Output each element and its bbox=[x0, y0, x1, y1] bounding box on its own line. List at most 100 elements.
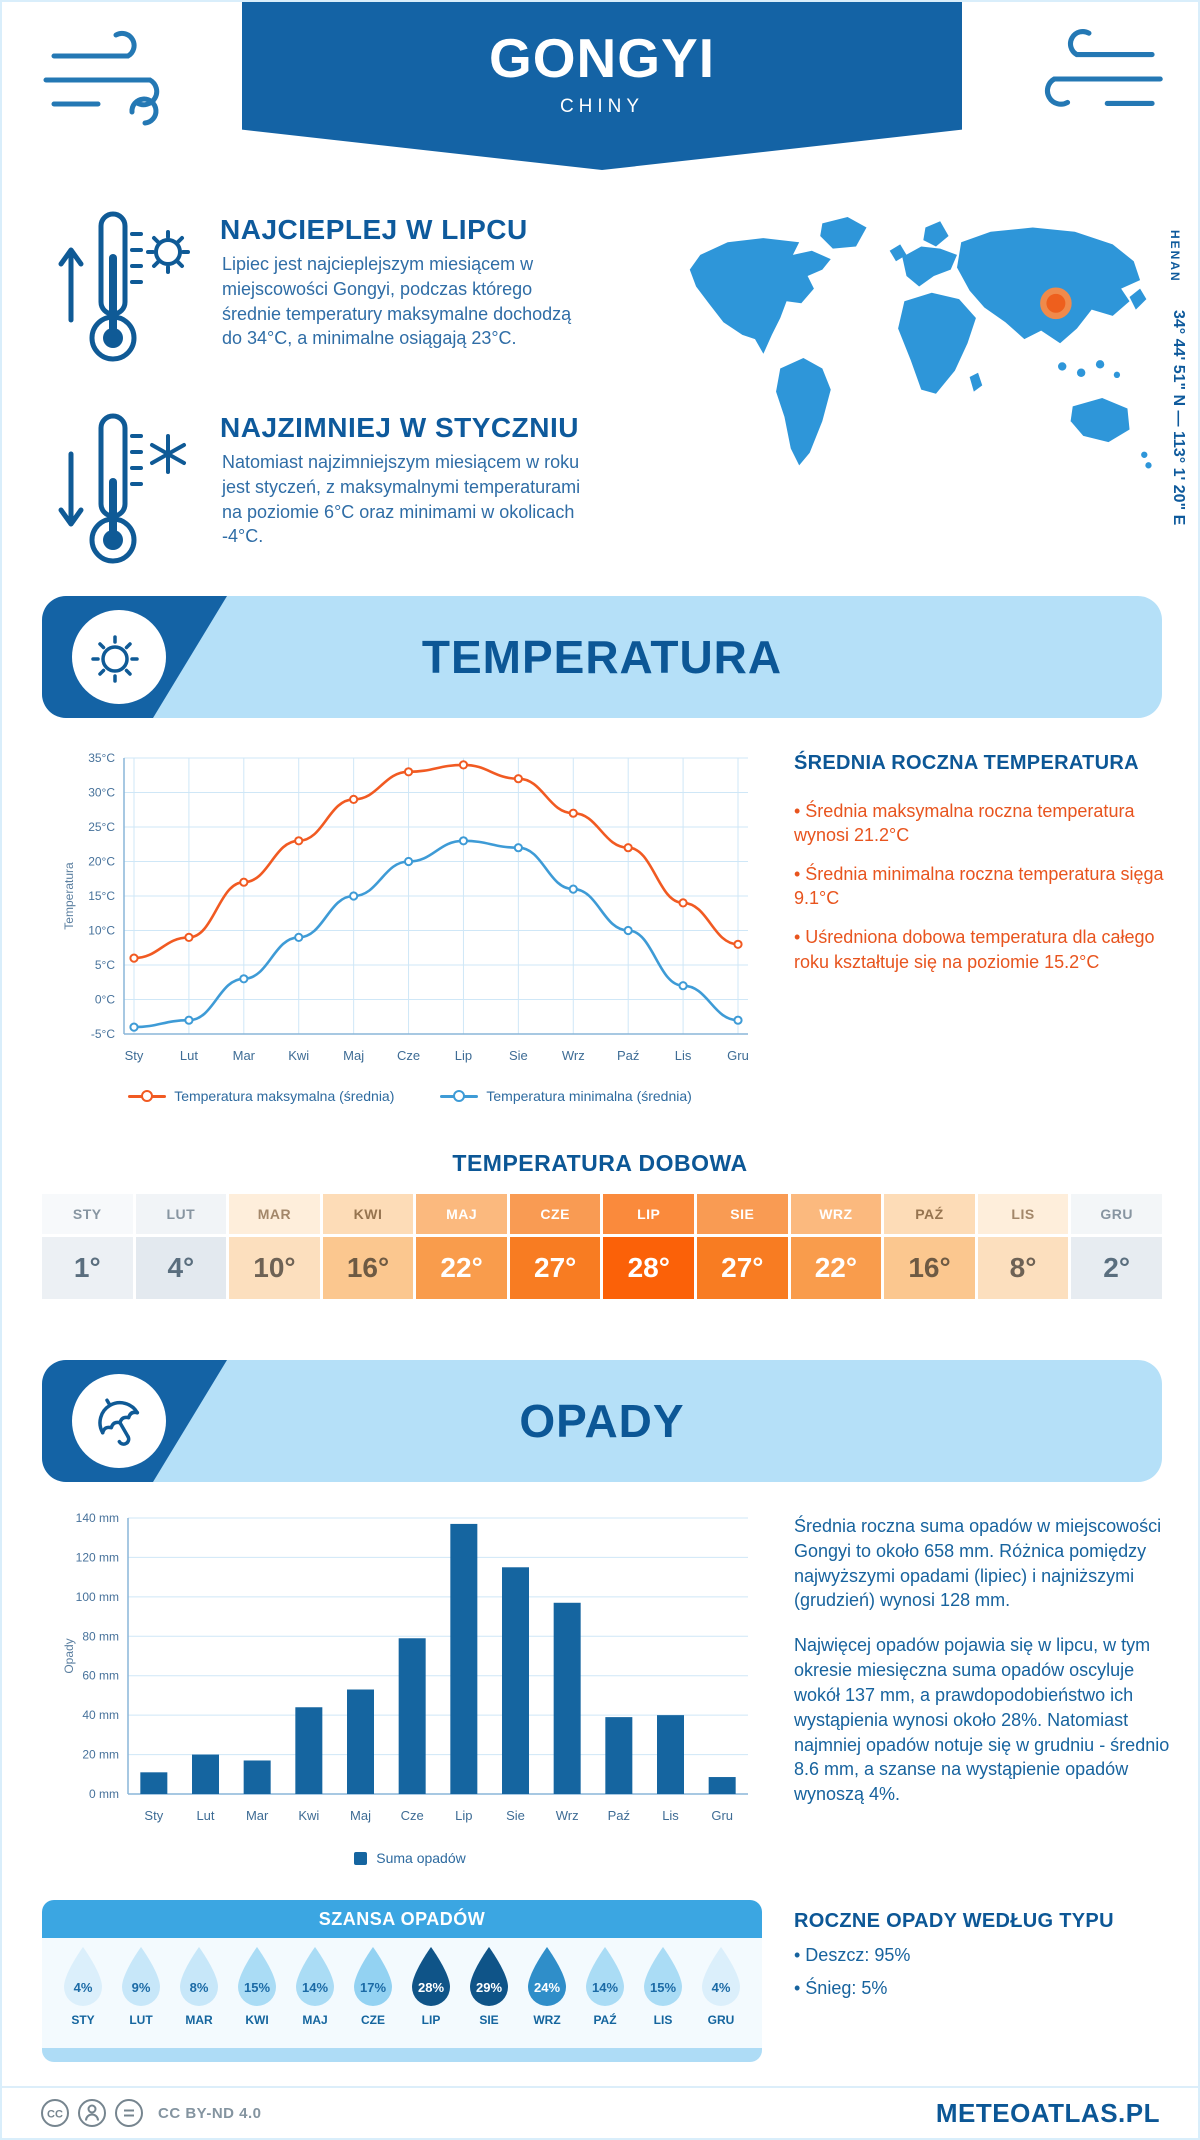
temperature-bullet: • Uśredniona dobowa temperatura dla całe… bbox=[794, 927, 1155, 972]
daily-temp-month: PAŹ bbox=[884, 1194, 975, 1234]
precip-chance-value: 17% bbox=[359, 1980, 387, 1995]
precip-chance-item: 14% PAŹ bbox=[580, 1946, 630, 2027]
daily-temp-value: 27° bbox=[509, 1237, 601, 1299]
precip-chance-month: MAR bbox=[185, 2013, 213, 2027]
precip-chance-month: CZE bbox=[361, 2013, 385, 2027]
precip-chance-month: LUT bbox=[129, 2013, 153, 2027]
svg-text:Opady: Opady bbox=[62, 1638, 76, 1673]
svg-text:Gru: Gru bbox=[711, 1808, 733, 1823]
svg-text:20°C: 20°C bbox=[88, 855, 115, 869]
brand-label: METEOATLAS.PL bbox=[935, 2097, 1160, 2128]
daily-temp-value: 16° bbox=[322, 1237, 414, 1299]
precip-chance-month: PAŹ bbox=[593, 2013, 617, 2027]
warmest-month-text: Lipiec jest najcieplejszym miesiącem w m… bbox=[222, 254, 572, 349]
precip-chance-item: 9% LUT bbox=[116, 1946, 166, 2027]
daily-temp-month: GRU bbox=[1071, 1194, 1162, 1234]
temperature-line-chart: -5°C 0°C 5°C 10°C 15°C 20°C 25°C 30°C 35°C Sty Lut… bbox=[62, 751, 749, 1063]
daily-temp-month: LIP bbox=[603, 1194, 695, 1234]
svg-text:Paź: Paź bbox=[608, 1808, 630, 1823]
daily-temperature-heading: TEMPERATURA DOBOWA bbox=[452, 1150, 748, 1176]
umbrella-icon bbox=[98, 1398, 140, 1446]
daily-temp-column: LUT 4° bbox=[135, 1194, 227, 1299]
precip-chance-item: 4% GRU bbox=[696, 1946, 746, 2027]
legend-item: Temperatura minimalna (średnia) bbox=[440, 1088, 692, 1104]
svg-text:0°C: 0°C bbox=[95, 993, 115, 1007]
header-banner: GONGYI CHINY bbox=[242, 2, 962, 170]
precipitation-chart-legend: Suma opadów bbox=[60, 1850, 760, 1866]
svg-text:Sty: Sty bbox=[125, 1048, 144, 1063]
svg-text:120 mm: 120 mm bbox=[76, 1550, 119, 1564]
raindrop-icon: 9% bbox=[118, 1946, 164, 2008]
sun-icon-circle bbox=[72, 610, 166, 704]
legend-label: Temperatura minimalna (średnia) bbox=[486, 1088, 692, 1104]
svg-text:0 mm: 0 mm bbox=[89, 1787, 119, 1801]
svg-text:Kwi: Kwi bbox=[298, 1808, 319, 1823]
cc-nd-icon bbox=[115, 2099, 143, 2127]
precip-chance-value: 4% bbox=[73, 1980, 93, 1995]
svg-text:Mar: Mar bbox=[233, 1048, 256, 1063]
precip-chance-month: LIP bbox=[421, 2013, 441, 2027]
thermometer-snowflake-icon bbox=[58, 413, 186, 564]
cc-attribution-icon bbox=[78, 2099, 106, 2127]
daily-temp-month: LUT bbox=[135, 1194, 227, 1234]
precipitation-section-title: OPADY bbox=[519, 1395, 685, 1447]
legend-label: Suma opadów bbox=[376, 1850, 466, 1866]
temperature-summary-panel: ŚREDNIA ROCZNA TEMPERATURA • Średnia mak… bbox=[794, 752, 1172, 989]
precip-chance-item: 15% KWI bbox=[232, 1946, 282, 2027]
svg-text:100 mm: 100 mm bbox=[76, 1590, 119, 1604]
precip-chance-month: MAJ bbox=[302, 2013, 328, 2027]
daily-temp-month: STY bbox=[42, 1194, 133, 1234]
daily-temp-value: 28° bbox=[603, 1237, 695, 1299]
svg-text:Kwi: Kwi bbox=[288, 1048, 309, 1063]
page-subtitle: CHINY bbox=[559, 96, 645, 117]
precip-chance-item: 4% STY bbox=[58, 1946, 108, 2027]
map-region-label: HENAN bbox=[1168, 230, 1182, 283]
daily-temp-column: SIE 27° bbox=[697, 1194, 788, 1299]
raindrop-icon: 14% bbox=[582, 1946, 628, 2008]
page-title: GONGYI bbox=[488, 27, 716, 89]
daily-temp-value: 16° bbox=[884, 1237, 975, 1299]
precip-chance-month: STY bbox=[71, 2013, 95, 2027]
precip-chance-droplets: 4% STY 9% LUT 8% MAR 15% KWI 14% MAJ 17% CZE 28% LIP 2… bbox=[58, 1946, 746, 2027]
precipitation-chart-area: 0 mm 20 mm 40 mm 60 mm 80 mm 100 mm 120 mm 140 … bbox=[60, 1502, 760, 1837]
raindrop-icon: 14% bbox=[292, 1946, 338, 2008]
raindrop-icon: 4% bbox=[698, 1946, 744, 2008]
daily-temp-value: 10° bbox=[229, 1237, 320, 1299]
precip-chance-month: SIE bbox=[479, 2013, 499, 2027]
precip-chance-value: 14% bbox=[301, 1980, 329, 1995]
daily-temp-column: LIS 8° bbox=[977, 1194, 1069, 1299]
cc-icon: CC bbox=[41, 2099, 69, 2127]
precip-chance-value: 28% bbox=[417, 1980, 445, 1995]
precip-chance-item: 17% CZE bbox=[348, 1946, 398, 2027]
precipitation-summary-panel: Średnia roczna suma opadów w miejscowośc… bbox=[794, 1514, 1174, 1827]
raindrop-icon: 15% bbox=[640, 1946, 686, 2008]
svg-text:Temperatura: Temperatura bbox=[62, 862, 76, 930]
daily-temp-month: MAR bbox=[229, 1194, 320, 1234]
daily-temp-month: KWI bbox=[322, 1194, 414, 1234]
precip-chance-value: 14% bbox=[591, 1980, 619, 1995]
svg-text:Lut: Lut bbox=[180, 1048, 198, 1063]
precip-chance-item: 28% LIP bbox=[406, 1946, 456, 2027]
precip-type-bullet: • Deszcz: 95% bbox=[794, 1945, 911, 1965]
temperature-section-band: TEMPERATURA bbox=[42, 596, 1162, 718]
precip-by-type-panel: ROCZNE OPADY WEDŁUG TYPU • Deszcz: 95% •… bbox=[794, 1910, 1174, 1999]
temperature-chart-area: -5°C 0°C 5°C 10°C 15°C 20°C 25°C 30°C 35°C Sty Lut… bbox=[60, 742, 760, 1077]
continents bbox=[689, 217, 1152, 469]
precip-chance-item: 24% WRZ bbox=[522, 1946, 572, 2027]
world-map bbox=[689, 217, 1152, 469]
wind-icon bbox=[43, 30, 160, 126]
legend-label: Temperatura maksymalna (średnia) bbox=[174, 1088, 395, 1104]
location-marker bbox=[1040, 287, 1072, 320]
coldest-month-text: Natomiast najzimniejszym miesiącem w rok… bbox=[222, 452, 581, 547]
precip-chance-item: 29% SIE bbox=[464, 1946, 514, 2027]
precip-chance-panel: 4% STY 9% LUT 8% MAR 15% KWI 14% MAJ 17% CZE 28% LIP 2… bbox=[42, 1938, 762, 2062]
svg-text:30°C: 30°C bbox=[88, 786, 115, 800]
daily-temp-column: PAŹ 16° bbox=[884, 1194, 975, 1299]
precipitation-paragraph: Najwięcej opadów pojawia się w lipcu, w … bbox=[794, 1635, 1170, 1805]
temperature-summary-heading: ŚREDNIA ROCZNA TEMPERATURA bbox=[794, 752, 1139, 774]
svg-text:Maj: Maj bbox=[350, 1808, 371, 1823]
daily-temp-column: CZE 27° bbox=[509, 1194, 601, 1299]
svg-text:Lis: Lis bbox=[675, 1048, 692, 1063]
svg-text:Lip: Lip bbox=[455, 1808, 472, 1823]
